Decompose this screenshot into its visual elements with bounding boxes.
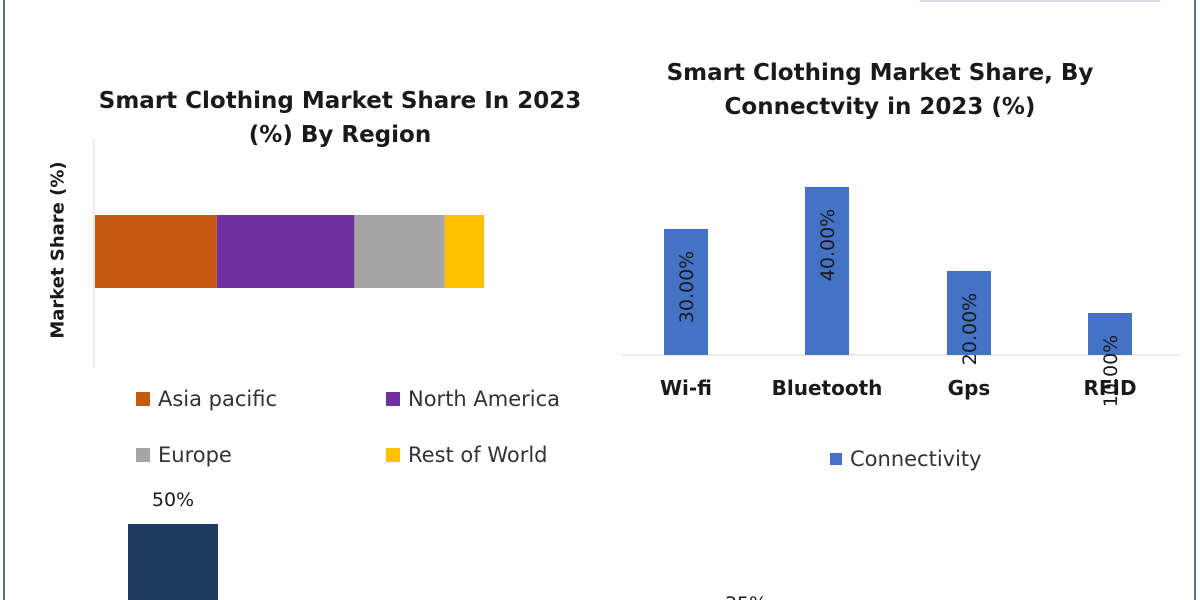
legend-item-rest-of-world: Rest of World — [386, 443, 548, 467]
legend-item-connectivity: Connectivity — [830, 447, 982, 471]
connectivity-data-label-wi-fi: 30.00% — [676, 251, 698, 323]
left-frame-border — [3, 0, 5, 600]
legend-item-north-america: North America — [386, 387, 560, 411]
legend-swatch-north-america — [386, 392, 400, 406]
connectivity-bar-gps — [947, 271, 991, 355]
connectivity-tick-label-bluetooth: Bluetooth — [772, 376, 883, 400]
legend-label-connectivity: Connectivity — [850, 447, 982, 471]
connectivity-data-label-bluetooth: 40.00% — [817, 209, 839, 281]
region-bar-segment-asia-pacific — [95, 215, 217, 288]
connectivity-bar-wi-fi — [664, 229, 708, 355]
bottom-chart-data-label-2: 35% — [725, 593, 767, 600]
connectivity-chart-title: Smart Clothing Market Share, By Connectv… — [666, 60, 1094, 120]
connectivity-tick-label-wi-fi: Wi-fi — [660, 376, 712, 400]
connectivity-data-label-rfid: 10.00% — [1100, 335, 1122, 407]
region-bar-segment-europe — [354, 215, 445, 288]
bottom-chart-bar-1 — [128, 524, 218, 600]
connectivity-tick-label-rfid: RFID — [1083, 376, 1136, 400]
connectivity-bar-rfid — [1088, 313, 1132, 355]
legend-swatch-europe — [136, 448, 150, 462]
legend-swatch-rest-of-world — [386, 448, 400, 462]
region-chart-title: Smart Clothing Market Share In 2023 (%) … — [98, 88, 582, 148]
connectivity-tick-label-gps: Gps — [948, 376, 991, 400]
region-bar-segment-rest-of-world — [444, 215, 485, 288]
right-frame-border — [1194, 0, 1196, 600]
legend-item-europe: Europe — [136, 443, 232, 467]
connectivity-data-label-gps: 20.00% — [959, 293, 981, 365]
legend-swatch-asia-pacific — [136, 392, 150, 406]
legend-item-asia-pacific: Asia pacific — [136, 387, 277, 411]
legend-label-rest-of-world: Rest of World — [408, 443, 548, 467]
legend-label-europe: Europe — [158, 443, 232, 467]
region-bar-segment-north-america — [216, 215, 355, 288]
bottom-chart-data-label-1: 50% — [152, 489, 194, 511]
legend-label-north-america: North America — [408, 387, 561, 411]
connectivity-bar-bluetooth — [805, 187, 849, 355]
legend-label-asia-pacific: Asia pacific — [158, 387, 278, 411]
top-edge-strip — [920, 0, 1160, 2]
legend-swatch-connectivity — [830, 453, 842, 465]
